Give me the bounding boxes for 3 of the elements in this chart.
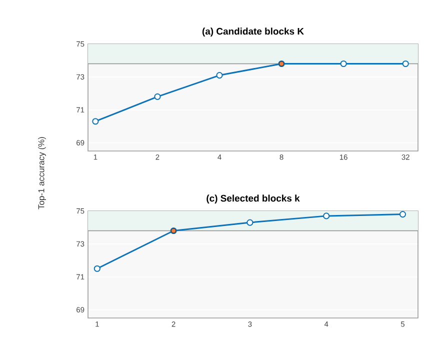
y-axis-title: Top-1 accuracy (%) <box>38 137 46 210</box>
chart-title: (a) Candidate blocks K <box>202 28 304 36</box>
chart-title: (c) Selected blocks k <box>206 194 300 204</box>
